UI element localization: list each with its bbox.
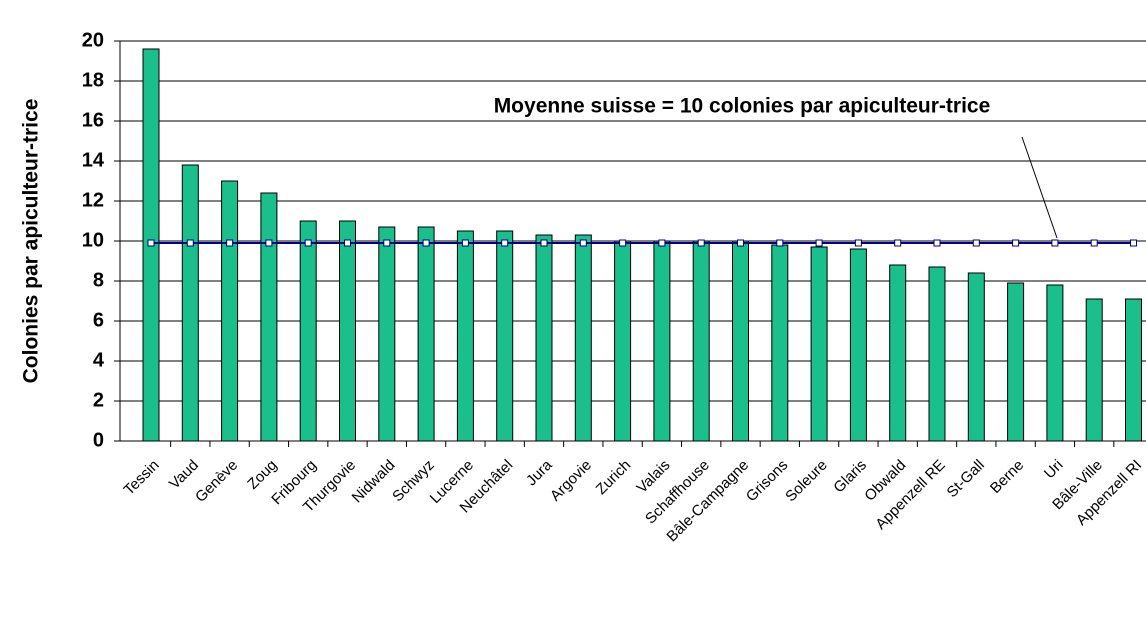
y-tick-label: 14: [82, 149, 105, 171]
line-marker: [1130, 239, 1137, 247]
bar: [456, 230, 474, 442]
y-tick-label: 2: [93, 389, 104, 411]
line-marker: [697, 239, 705, 247]
bar: [967, 272, 985, 442]
bar: [1007, 282, 1025, 442]
line-marker: [226, 239, 234, 247]
line-marker: [894, 239, 902, 247]
bar: [496, 230, 514, 442]
y-tick-label: 8: [93, 269, 104, 291]
bar: [299, 220, 317, 442]
x-tick-label: Zoug: [244, 457, 280, 493]
bar: [181, 164, 199, 442]
bar: [260, 192, 278, 442]
line-marker: [579, 239, 587, 247]
bar: [771, 244, 789, 442]
y-tick-label: 6: [93, 309, 104, 331]
bar: [1085, 298, 1103, 442]
line-marker: [540, 239, 548, 247]
bar: [574, 234, 592, 442]
bar: [1046, 284, 1064, 442]
x-tick-label: Zurich: [593, 457, 634, 498]
y-tick-label: 12: [82, 189, 104, 211]
x-tick-label: Genève: [192, 457, 241, 506]
bar: [889, 264, 907, 442]
line-marker: [304, 239, 312, 247]
line-marker: [658, 239, 666, 247]
line-marker: [383, 239, 391, 247]
bar: [653, 240, 671, 442]
x-tick-label: Soleure: [782, 457, 831, 506]
bar: [928, 266, 946, 442]
annotation-arrow: [1021, 136, 1058, 239]
bar: [339, 220, 356, 442]
line-marker: [265, 239, 273, 247]
line-marker: [776, 239, 784, 247]
line-marker: [344, 239, 351, 247]
line-marker: [147, 239, 155, 247]
line-marker: [854, 239, 862, 247]
line-marker: [972, 239, 980, 247]
y-tick-label: 10: [82, 229, 104, 251]
x-tick-label: Tessin: [121, 457, 163, 499]
bar: [1125, 298, 1142, 442]
bar: [849, 248, 867, 442]
bar: [221, 180, 239, 442]
line-marker: [422, 239, 430, 247]
x-tick-label: Jura: [523, 456, 556, 489]
bar: [810, 246, 828, 442]
y-tick-label: 0: [93, 429, 104, 451]
line-marker: [619, 239, 627, 247]
annotation: Moyenne suisse = 10 colonies par apicult…: [494, 95, 991, 118]
line-marker: [501, 239, 509, 247]
bar: [417, 226, 435, 442]
x-tick-label: Vaud: [166, 457, 202, 493]
bar: [535, 234, 553, 442]
line-marker: [186, 239, 194, 247]
bar: [692, 240, 710, 442]
x-tick-label: Grisons: [743, 457, 792, 506]
y-axis-title: Colonies par apiculteur-trice: [20, 99, 43, 384]
line-marker: [1012, 239, 1020, 247]
line-marker: [1051, 239, 1059, 247]
line-marker: [933, 239, 941, 247]
line-marker: [737, 239, 744, 247]
y-tick-label: 20: [82, 29, 104, 51]
line-marker: [815, 239, 823, 247]
bar: [732, 240, 749, 442]
bar: [614, 240, 632, 442]
y-tick-label: 4: [93, 349, 105, 371]
y-tick-label: 18: [82, 69, 104, 91]
line-marker: [461, 239, 469, 247]
x-tick-label: Appenzell RE: [872, 457, 948, 533]
x-tick-label: Argovie: [547, 457, 595, 505]
x-tick-label: Nidwald: [349, 457, 399, 507]
x-tick-label: Berne: [987, 457, 1027, 497]
x-tick-label: Uri: [1041, 457, 1067, 483]
line-marker: [1090, 239, 1098, 247]
y-tick-label: 16: [82, 109, 104, 131]
bar: [378, 226, 396, 442]
x-tick-label: St-Gall: [943, 457, 987, 501]
